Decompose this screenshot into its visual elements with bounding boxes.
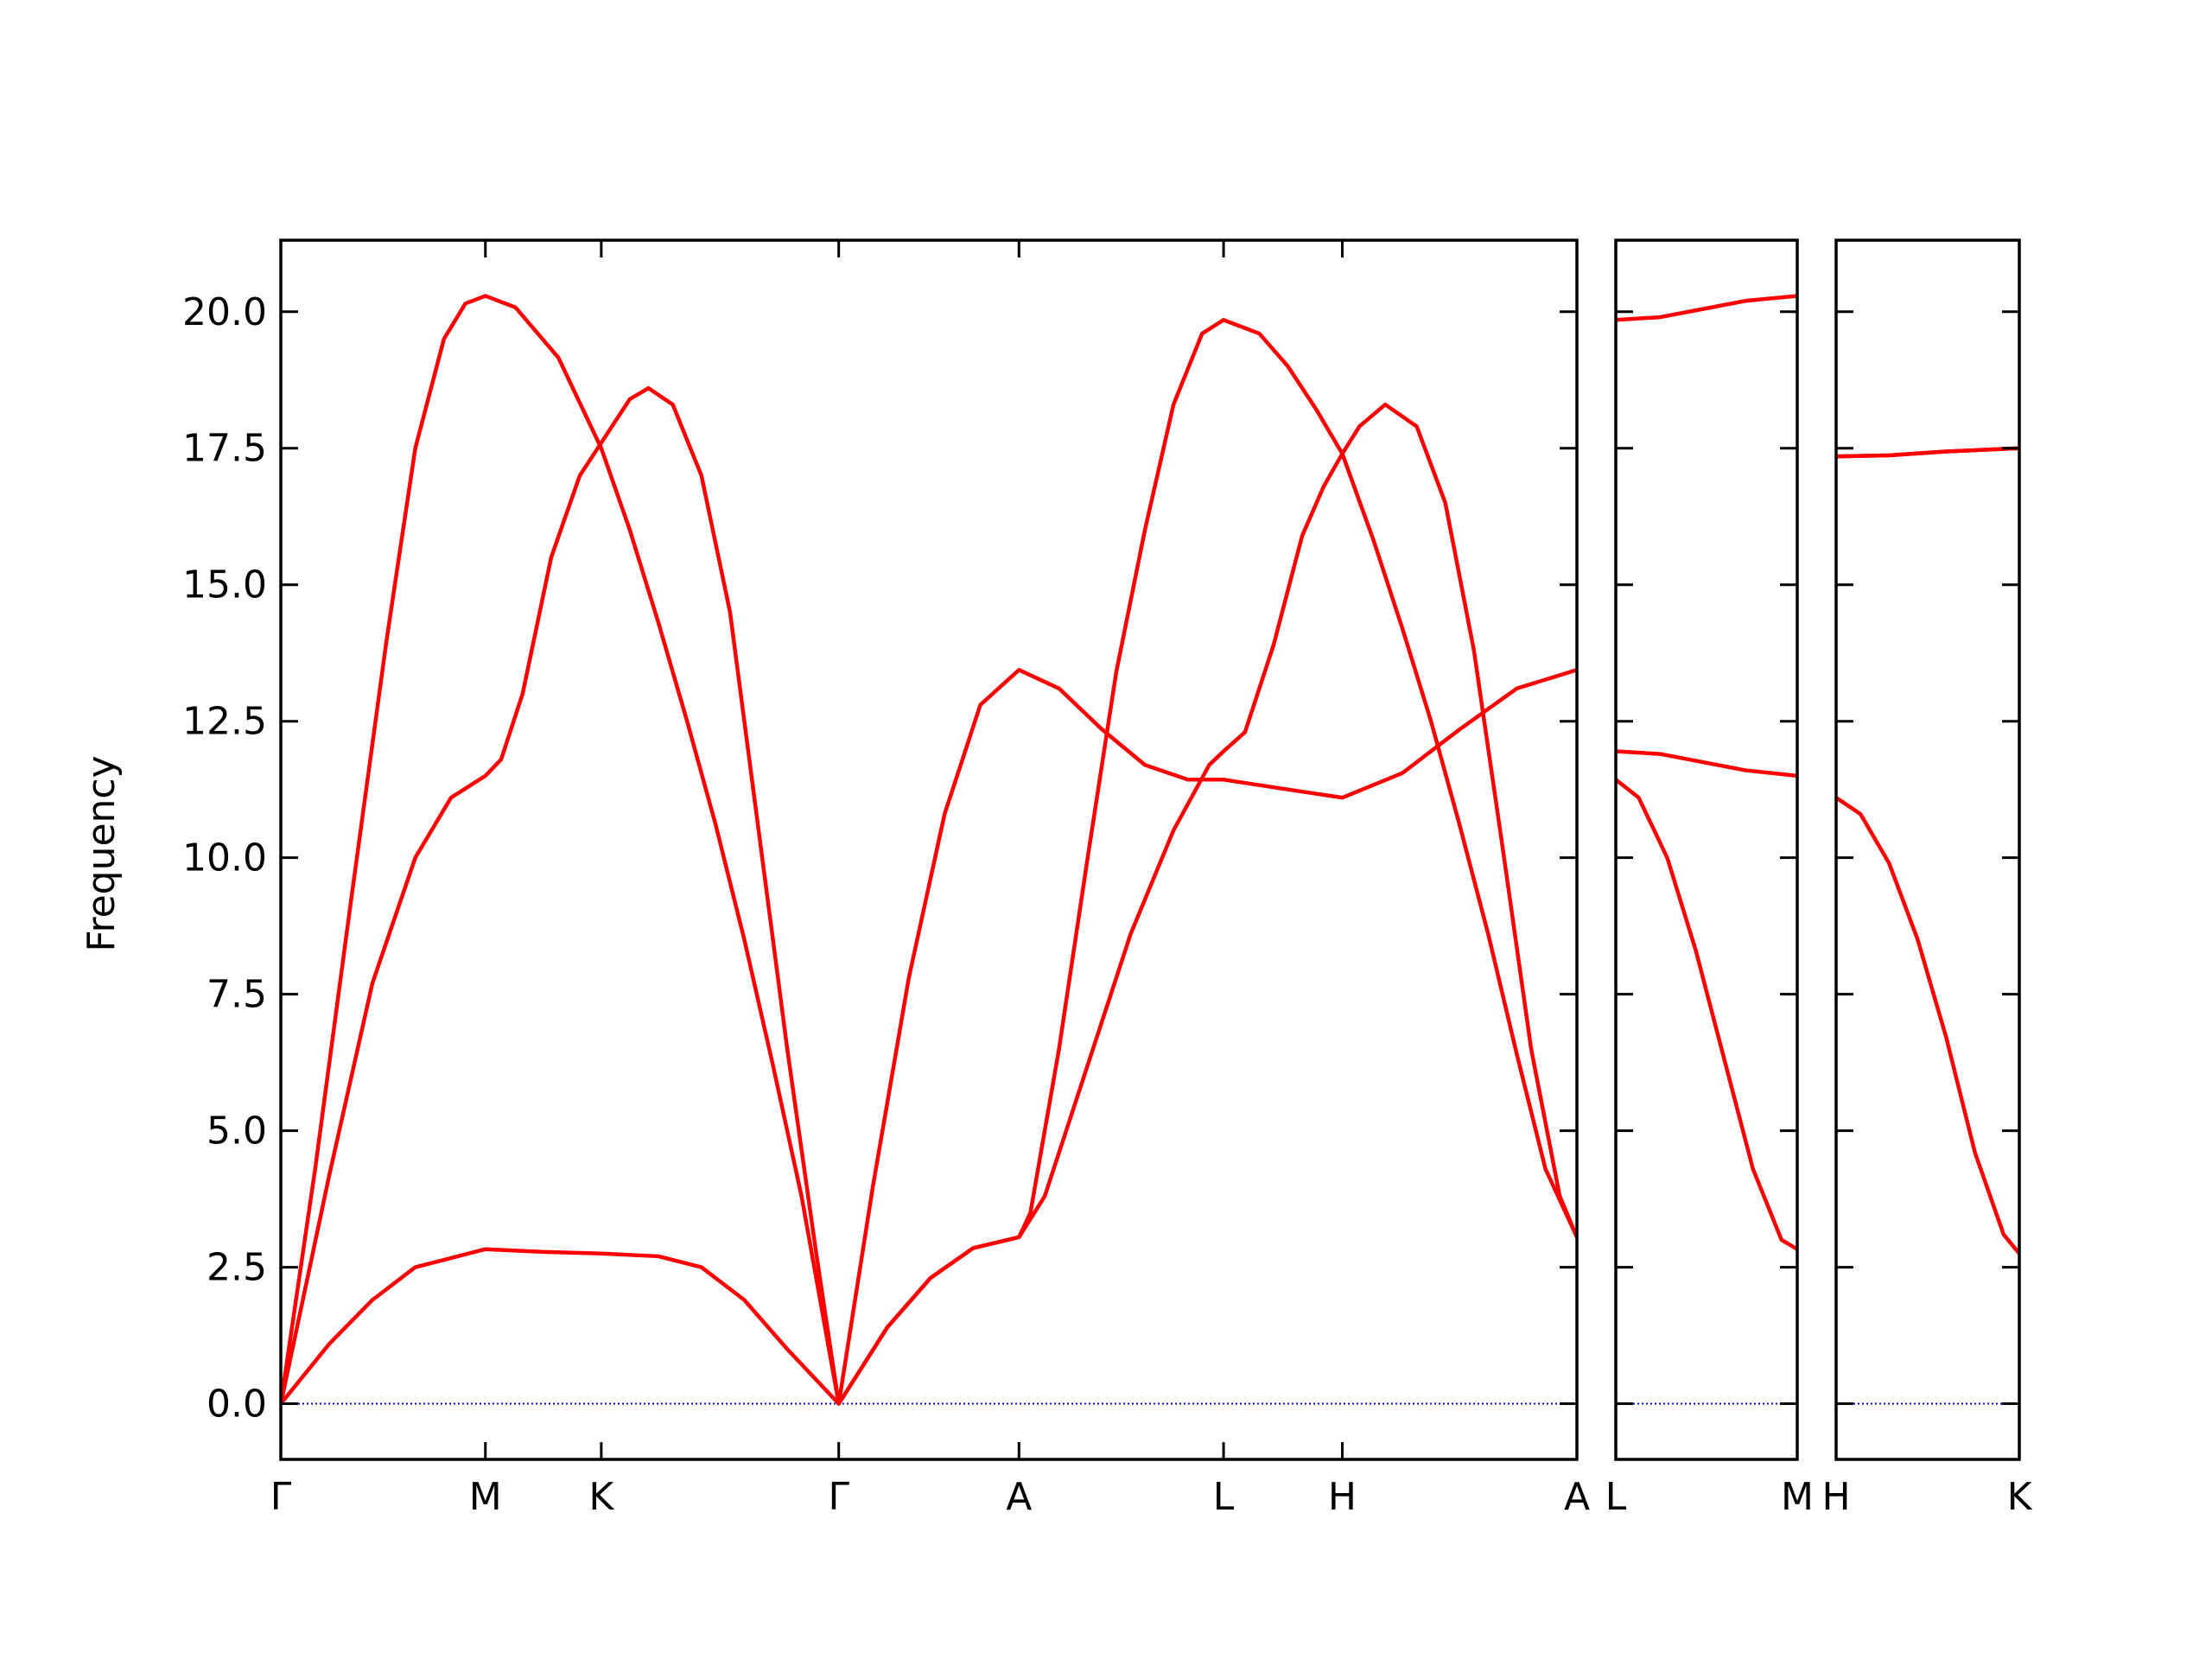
y-tick-label: 15.0 <box>182 563 267 607</box>
x-tick-label: A <box>1006 1475 1032 1519</box>
y-tick-label: 2.5 <box>207 1246 267 1290</box>
x-tick-label: L <box>1605 1475 1627 1519</box>
x-tick-label: M <box>1781 1475 1814 1519</box>
x-tick-label: K <box>588 1475 614 1519</box>
y-tick-label: 5.0 <box>207 1109 267 1154</box>
y-tick-label: 7.5 <box>207 973 267 1017</box>
band-line <box>1616 778 1797 1251</box>
x-tick-label: K <box>2007 1475 2033 1519</box>
y-axis-label: Frequency <box>79 755 124 951</box>
x-tick-label: M <box>469 1475 502 1519</box>
band-line <box>281 318 1577 1406</box>
y-tick-label: 0.0 <box>207 1382 267 1427</box>
x-tick-label: H <box>1328 1475 1357 1519</box>
band-line <box>1616 749 1797 779</box>
band-line <box>1616 294 1797 322</box>
band-line <box>1836 446 2019 459</box>
x-tick-label: Γ <box>828 1475 849 1519</box>
y-tick-label: 20.0 <box>182 290 267 334</box>
x-tick-label: H <box>1821 1475 1850 1519</box>
band-line <box>281 402 1577 1406</box>
y-tick-label: 17.5 <box>182 427 267 471</box>
band-line <box>281 294 1577 1406</box>
x-tick-label: A <box>1564 1475 1590 1519</box>
y-tick-label: 10.0 <box>182 836 267 880</box>
axes-frame <box>279 238 1579 1461</box>
axes-frame <box>1614 238 1799 1461</box>
axes-frame <box>1834 238 2021 1461</box>
x-tick-label: Γ <box>270 1475 292 1519</box>
plot-area <box>1616 294 1797 1251</box>
band-line <box>1836 796 2019 1255</box>
plot-area <box>281 294 1577 1406</box>
y-tick-label: 12.5 <box>182 700 267 744</box>
plot-area <box>1836 446 2019 1255</box>
x-tick-label: L <box>1213 1475 1235 1519</box>
